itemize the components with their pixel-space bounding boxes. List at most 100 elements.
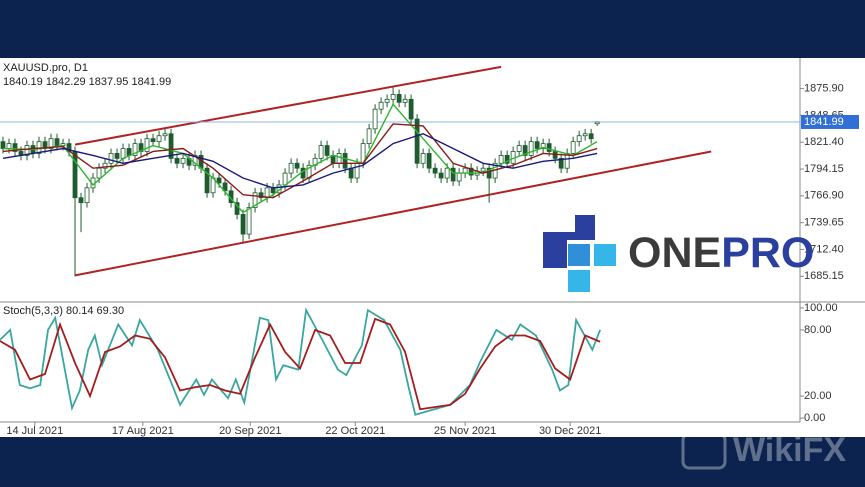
watermark-text: WikiFX [733, 431, 846, 469]
candle-body [84, 187, 90, 204]
x-tick-label: 14 Jul 2021 [6, 425, 63, 437]
candle-body [498, 155, 504, 164]
logo-mark-dark [543, 215, 595, 268]
y-tick-label: 1685.15 [804, 270, 844, 282]
candle-body [570, 141, 576, 154]
candle-body [582, 133, 588, 137]
moving-average-line [2, 103, 598, 214]
candle-body [258, 192, 264, 199]
candle-body [354, 162, 360, 179]
candle-body [480, 167, 486, 172]
stoch-title: Stoch(5,3,3) 80.14 69.30 [3, 305, 124, 317]
candle-body [558, 157, 564, 169]
candle-body [348, 167, 354, 179]
candle-body [372, 108, 378, 130]
y-tick-label: 1821.40 [804, 136, 844, 148]
candle-body [282, 172, 288, 186]
plot-layer: 1875.901848.651821.401794.151766.901739.… [0, 65, 859, 437]
y-tick-label: 80.00 [804, 324, 832, 336]
candle-body [462, 167, 468, 174]
stochastic-line [0, 307, 601, 416]
candle-body [288, 162, 294, 174]
y-tick-label: 100.00 [804, 302, 838, 314]
candle-body [528, 141, 534, 156]
x-tick-label: 22 Oct 2021 [325, 425, 385, 437]
logo-text-pro: PRO [721, 229, 814, 277]
last-price-label: 1841.99 [804, 116, 844, 128]
candle-body [192, 155, 198, 166]
candle-body [396, 94, 402, 103]
y-tick-label: 1712.40 [804, 243, 844, 255]
candle-body [270, 187, 276, 194]
candle-body [378, 101, 384, 110]
candle-body [534, 141, 540, 149]
candle-body [54, 138, 60, 146]
candle-body [420, 153, 426, 164]
candle-body [468, 167, 474, 176]
candle-body [456, 172, 462, 182]
onepro-logo: ONEPRO [543, 215, 814, 292]
logo-mark-blue [568, 244, 590, 266]
candle-body [168, 133, 174, 159]
candle-body [522, 145, 528, 156]
logo-text: ONEPRO [628, 229, 814, 277]
candle-body [162, 133, 168, 137]
candle-body [576, 135, 582, 143]
watermark-icon [681, 432, 727, 470]
candle-body [114, 153, 120, 159]
chart-title: XAUUSD.pro, D1 [3, 62, 88, 74]
candle-body [264, 187, 270, 199]
candle-body [450, 167, 456, 182]
moving-average-line [2, 123, 598, 199]
candle-body [486, 167, 492, 179]
candle-body [48, 138, 54, 149]
y-tick-label: 20.00 [804, 390, 832, 402]
y-tick-label: 0.00 [804, 412, 825, 424]
candle-body [102, 162, 108, 169]
candle-body [12, 143, 18, 152]
trendline [74, 65, 502, 146]
candle-body [246, 207, 252, 235]
candle-body [516, 145, 522, 152]
candle-body [408, 98, 414, 120]
candle-body [324, 145, 330, 156]
candle-body [594, 121, 600, 125]
candle-body [0, 141, 6, 149]
candle-body [144, 138, 150, 152]
candle-body [96, 167, 102, 179]
candle-body [126, 148, 132, 156]
moving-average-line [2, 133, 598, 189]
ohlc-readout: 1840.19 1842.29 1837.95 1841.99 [3, 76, 171, 88]
candle-body [78, 197, 84, 204]
candle-body [120, 148, 126, 159]
chart-panel [0, 58, 865, 437]
candle-body [504, 155, 510, 164]
candle-body [174, 157, 180, 164]
candle-body [6, 143, 12, 149]
candle-body [402, 98, 408, 103]
x-tick-label: 25 Nov 2021 [434, 425, 496, 437]
candle-body [384, 98, 390, 103]
candle-body [180, 157, 186, 164]
y-tick-label: 1794.15 [804, 163, 844, 175]
wikifx-watermark: WikiFX [681, 431, 846, 470]
candle-body [240, 214, 246, 235]
candle-body [156, 135, 162, 143]
last-price-tag [801, 114, 859, 129]
candle-body [336, 153, 342, 164]
candle-body [318, 145, 324, 159]
candle-body [366, 128, 372, 145]
candle-body [108, 153, 114, 164]
candle-body [204, 167, 210, 194]
candle-body [426, 153, 432, 169]
candle-body [444, 167, 450, 179]
candle-body [588, 133, 594, 140]
candle-body [414, 118, 420, 164]
candle-body [546, 143, 552, 152]
logo-text-one: ONE [628, 229, 721, 277]
y-tick-label: 1875.90 [804, 83, 844, 95]
candle-body [438, 172, 444, 179]
candle-body [24, 145, 30, 156]
